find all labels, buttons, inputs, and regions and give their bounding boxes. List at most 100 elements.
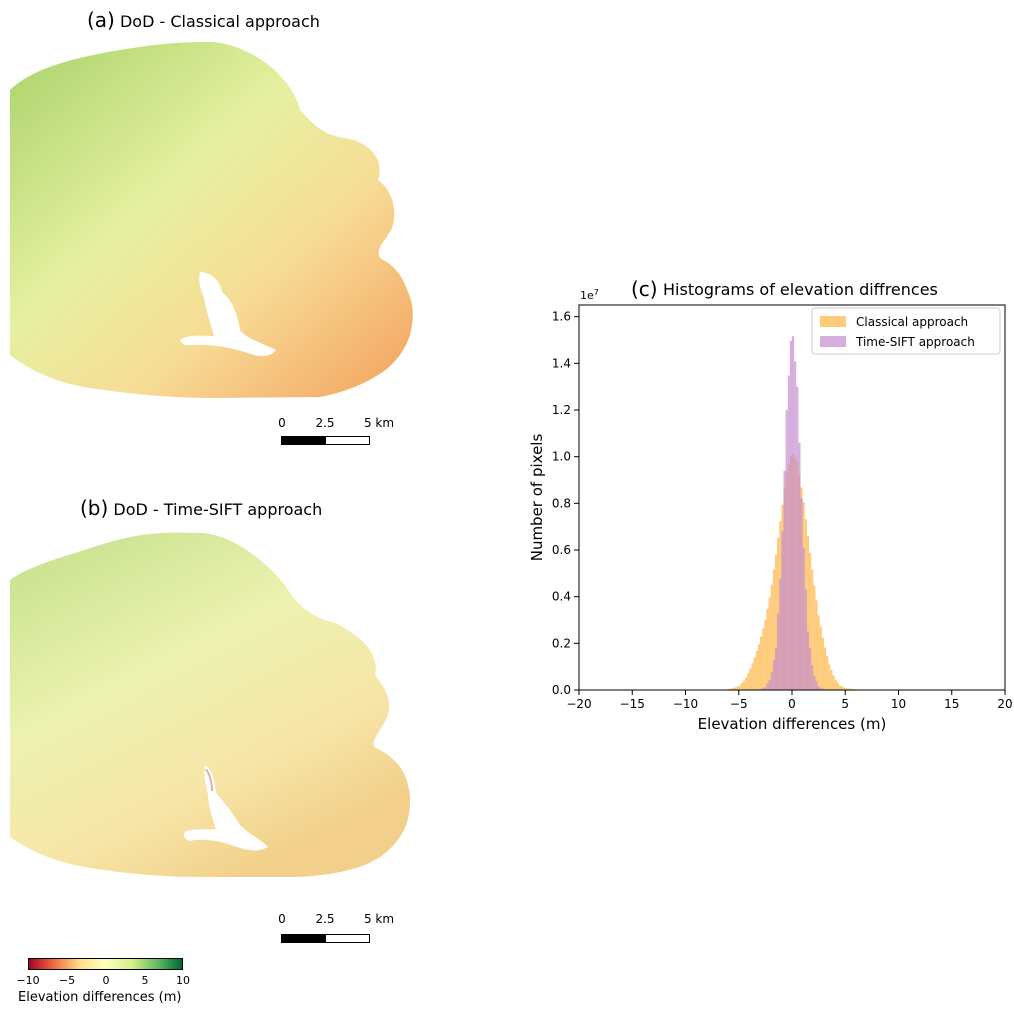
colorbar-tick: 5 [141,974,149,987]
histogram-bar [792,336,795,690]
dod-timesift-map [10,532,411,877]
y-tick-label: 0.6 [552,543,571,557]
colorbar-ticks: −10 −5 0 5 10 [0,974,300,988]
y-axis-label: Number of pixels [528,434,546,562]
histogram-bar [851,688,854,690]
histogram-bar [847,688,850,690]
histogram-bar [760,688,763,690]
panel-b-letter: (b) [80,496,109,520]
chart-legend: Classical approach Time-SIFT approach [811,307,1001,355]
y-tick-label: 1.6 [552,310,571,324]
histogram-bar [849,688,852,690]
panel-a-title-text: DoD - Classical approach [119,12,320,31]
histogram-bar [770,672,773,690]
histogram-bar [821,688,824,690]
histogram-bar [813,585,816,690]
histogram-bar [762,688,765,690]
y-tick-label: 1.4 [552,356,571,370]
histogram-bar [774,648,778,690]
river-a [214,285,234,308]
y-tick-label: 0.0 [552,683,571,697]
histogram-bar [794,361,797,690]
x-tick-label: −15 [620,697,645,711]
histogram-bar [802,547,805,690]
histogram-chart: (c) Histograms of elevation diffrences 1… [528,277,1013,733]
histogram-bar [789,340,792,690]
dod-classical-map [10,41,413,398]
lake-b-edge [205,768,213,792]
y-tick-label: 1.0 [552,450,571,464]
map-area-a [10,41,413,398]
histogram-bar [747,673,750,690]
histogram-bar [745,676,748,690]
histogram-bar [806,631,810,690]
histogram-bar [757,644,761,690]
histogram-bar [800,498,803,690]
histogram-bar [838,685,841,690]
histogram-bar [730,688,733,690]
panel-b-title: (b) DoD - Time-SIFT approach [80,496,322,520]
y-tick-label: 0.4 [552,590,571,604]
map-area-b [10,532,411,877]
y-tick-label: 1.2 [552,403,571,417]
lake-b [183,765,268,851]
histogram-bar [819,687,822,690]
histogram-bar [738,685,741,690]
histogram-bar [764,687,767,690]
histogram-bar [734,687,737,690]
x-tick-label: 20 [997,697,1012,711]
histogram-bar [774,554,778,690]
scalebar-a-black [281,436,326,445]
x-tick-label: −5 [730,697,748,711]
legend-swatch [820,336,846,347]
histogram-bar [772,569,775,690]
x-tick-label: 10 [891,697,906,711]
scalebar-b-black [281,934,326,943]
histogram-bar [832,675,835,690]
histogram-bar [755,650,758,690]
histogram-bar [804,589,807,690]
lake-a [180,272,276,357]
histogram-bar [785,410,788,690]
legend-box [811,307,1001,355]
x-axis-label: Elevation differences (m) [698,715,887,733]
colorbar-tick: −5 [58,974,76,987]
histogram-bar [798,442,801,690]
histogram-bar [770,584,773,690]
scalebar-a-label-5km: 5 km [363,416,395,430]
histogram-bar [796,386,799,690]
histogram-bar [766,683,769,690]
legend-entry: Time-SIFT approach [855,335,975,349]
y-tick-label: 0.2 [552,636,571,650]
x-tick-label: 0 [788,697,796,711]
histogram-bar [760,636,763,690]
histogram-bar [768,597,771,690]
histogram-bar [809,648,812,690]
panel-a-title: (a) DoD - Classical approach [87,8,320,32]
scalebar-a-white [325,436,370,445]
histogram-bar [762,628,765,690]
histogram-bar [740,683,744,690]
histogram-bar [779,578,782,690]
histogram-bar [806,536,810,690]
y-tick-label: 0.8 [552,496,571,510]
scalebar-b-labels: 0 2.5 5 km [0,912,1014,928]
histogram-bar [819,626,822,690]
histogram-bar [732,687,735,690]
x-tick-label: 5 [841,697,849,711]
histogram-bar [843,687,846,690]
histogram-bar [815,681,818,690]
histogram-bar [817,686,820,690]
histogram-bar [743,680,746,690]
histogram-bar [826,655,829,690]
histogram-bar [764,620,767,690]
chart-title: Histograms of elevation diffrences [663,280,938,299]
colorbar-tick: 10 [176,974,190,987]
series-timesift [749,336,835,690]
histogram-bar [777,613,780,690]
histogram-bar [766,608,769,690]
colorbar-label: Elevation differences (m) [18,990,182,1005]
histogram-bar [840,686,844,690]
histogram-bar [809,552,812,690]
histogram-bar [772,660,775,690]
